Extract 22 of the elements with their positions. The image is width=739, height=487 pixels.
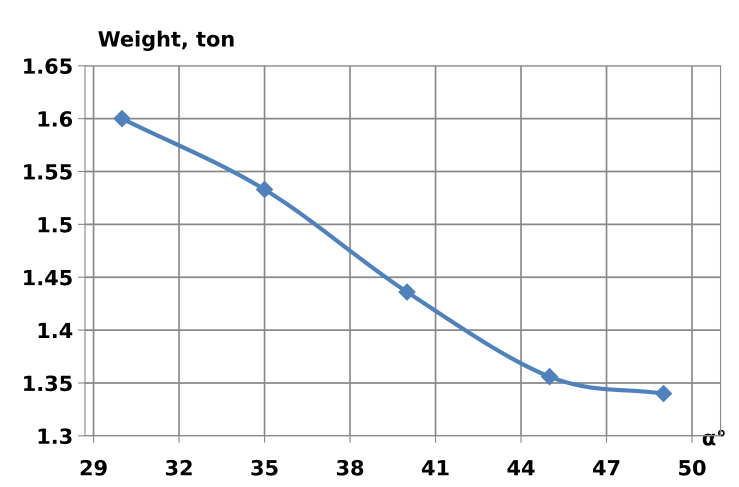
y-tick-label: 1.65 xyxy=(24,58,72,74)
x-tick-label: 41 xyxy=(422,460,449,476)
point xyxy=(256,180,274,198)
y-tick-label: 1.5 xyxy=(38,217,72,233)
y-tick-label: 1.6 xyxy=(38,111,72,127)
x-tick-label: 35 xyxy=(251,460,278,476)
y-tick-label: 1.35 xyxy=(24,375,72,392)
x-tick-label: 38 xyxy=(336,460,364,476)
x-tick-label: 44 xyxy=(507,460,535,476)
y-axis-title: Weight, ton xyxy=(98,30,234,51)
point xyxy=(113,110,131,128)
y-tick-label: 1.55 xyxy=(24,164,72,180)
y-tick-label: 1.3 xyxy=(38,428,72,444)
x-tick-label: 32 xyxy=(166,460,192,476)
point xyxy=(540,368,558,386)
point xyxy=(398,283,416,301)
x-tick-label: 50 xyxy=(679,460,706,476)
point xyxy=(654,385,672,402)
y-tick-label: 1.45 xyxy=(24,270,72,286)
x-tick-label: 29 xyxy=(80,460,107,476)
y-tick-label: 1.4 xyxy=(38,322,72,338)
x-tick-label: 47 xyxy=(592,460,620,476)
